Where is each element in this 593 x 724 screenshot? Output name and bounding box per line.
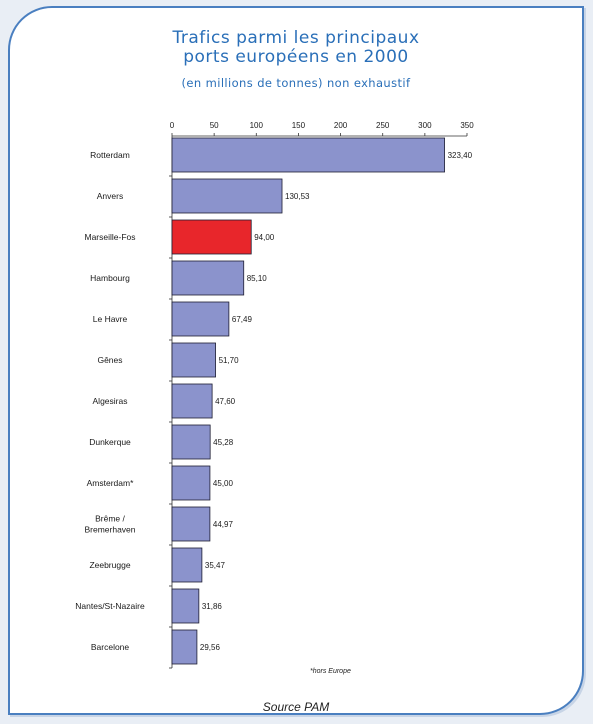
value-label: 44,97 xyxy=(213,520,234,529)
value-label: 45,28 xyxy=(213,438,234,447)
value-label: 29,56 xyxy=(200,643,221,652)
value-label: 45,00 xyxy=(213,479,234,488)
bar xyxy=(171,588,200,624)
bar xyxy=(171,219,252,255)
value-label: 51,70 xyxy=(219,356,240,365)
x-tick-label: 0 xyxy=(170,121,175,130)
category-label: Barcelone xyxy=(91,642,130,652)
category-label: Zeebrugge xyxy=(89,560,130,570)
bar xyxy=(171,178,283,214)
x-tick-label: 200 xyxy=(334,121,348,130)
value-label: 130,53 xyxy=(285,192,310,201)
bar xyxy=(171,547,203,583)
x-tick-label: 100 xyxy=(250,121,264,130)
category-label: Nantes/St-Nazaire xyxy=(75,601,145,611)
value-label: 85,10 xyxy=(247,274,268,283)
x-tick-label: 300 xyxy=(418,121,432,130)
x-tick-label: 50 xyxy=(210,121,219,130)
category-label: Hambourg xyxy=(90,273,130,283)
value-label: 35,47 xyxy=(205,561,226,570)
chart-title-line-2: ports européens en 2000 xyxy=(183,47,409,67)
bar xyxy=(171,424,211,460)
bar xyxy=(171,301,230,337)
footnote: *hors Europe xyxy=(310,668,351,675)
category-label: Brême / xyxy=(95,514,125,524)
bar xyxy=(171,383,213,419)
chart-title-line-1: Trafics parmi les principaux xyxy=(172,28,420,48)
category-label: Algesiras xyxy=(93,396,128,406)
bar xyxy=(171,465,211,501)
bar xyxy=(171,342,216,378)
bar xyxy=(171,629,198,665)
chart-card: Trafics parmi les principaux ports europ… xyxy=(8,6,584,715)
category-label: Le Havre xyxy=(93,314,128,324)
category-label: Bremerhaven xyxy=(84,525,135,535)
bar xyxy=(171,137,445,173)
bar xyxy=(171,260,245,296)
value-label: 67,49 xyxy=(232,315,253,324)
x-tick-label: 250 xyxy=(376,121,390,130)
category-label: Amsterdam* xyxy=(87,478,134,488)
category-label: Rotterdam xyxy=(90,150,130,160)
source-note: Source PAM xyxy=(262,700,330,714)
chart-subtitle: (en millions de tonnes) non exhaustif xyxy=(181,76,411,90)
value-label: 323,40 xyxy=(448,151,473,160)
category-label: Anvers xyxy=(97,191,123,201)
value-label: 47,60 xyxy=(215,397,236,406)
category-label: Marseille-Fos xyxy=(84,232,135,242)
category-label: Dunkerque xyxy=(89,437,131,447)
x-tick-label: 350 xyxy=(460,121,474,130)
bar xyxy=(171,506,211,542)
bar-chart: 0 50 100 150 200 250 300 350 Rotterdam 323,40 Anve… xyxy=(75,121,474,669)
value-label: 31,86 xyxy=(202,602,223,611)
value-label: 94,00 xyxy=(254,233,275,242)
category-label: Gênes xyxy=(97,355,122,365)
x-tick-label: 150 xyxy=(292,121,306,130)
